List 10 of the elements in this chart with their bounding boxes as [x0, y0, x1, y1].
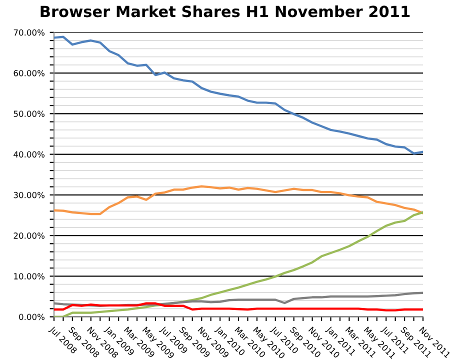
y-tick-label: 40.00%: [14, 151, 45, 158]
y-tick-label: 20.00%: [14, 232, 45, 239]
y-tick-label: 10.00%: [14, 273, 45, 280]
y-tick-label: 60.00%: [14, 70, 45, 76]
y-tick-label: 70.00%: [14, 29, 45, 36]
y-tick-label: 0.00%: [19, 314, 45, 320]
line-series: [54, 302, 423, 312]
y-tick-label: 50.00%: [14, 110, 45, 117]
y-tick-label: 30.00%: [14, 192, 45, 198]
chart-title: Browser Market Shares H1 November 2011: [40, 5, 410, 18]
